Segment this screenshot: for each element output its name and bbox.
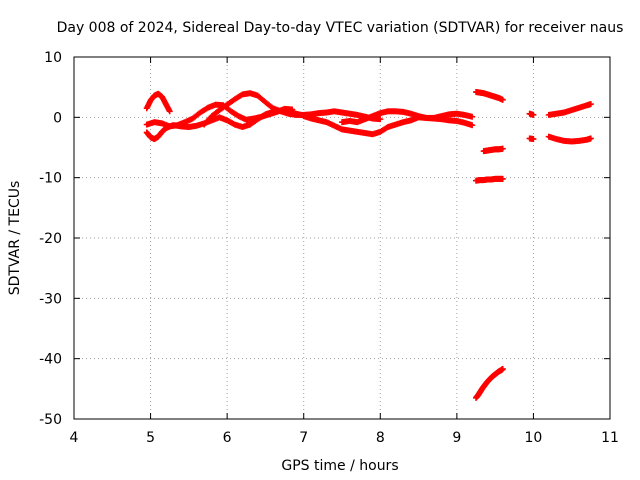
data-points bbox=[144, 89, 594, 401]
sdtvar-chart: Day 008 of 2024, Sidereal Day-to-day VTE… bbox=[0, 0, 640, 480]
x-axis-label: GPS time / hours bbox=[281, 458, 398, 474]
chart-title: Day 008 of 2024, Sidereal Day-to-day VTE… bbox=[57, 20, 624, 36]
y-axis-label: SDTVAR / TECUs bbox=[7, 181, 23, 296]
x-tick-label: 9 bbox=[452, 430, 461, 446]
x-tick-label: 11 bbox=[601, 430, 619, 446]
y-tick-label: -20 bbox=[39, 231, 62, 247]
y-tick-label: -40 bbox=[39, 352, 62, 368]
x-tick-label: 5 bbox=[146, 430, 155, 446]
y-tick-label: 0 bbox=[53, 110, 62, 126]
y-tick-label: -10 bbox=[39, 171, 62, 187]
x-tick-label: 8 bbox=[376, 430, 385, 446]
y-tick-label: 10 bbox=[44, 50, 62, 66]
x-tick-label: 7 bbox=[299, 430, 308, 446]
x-tick-label: 10 bbox=[525, 430, 543, 446]
y-tick-label: -50 bbox=[39, 412, 62, 428]
x-tick-label: 6 bbox=[223, 430, 232, 446]
x-tick-label: 4 bbox=[70, 430, 79, 446]
y-tick-label: -30 bbox=[39, 291, 62, 307]
